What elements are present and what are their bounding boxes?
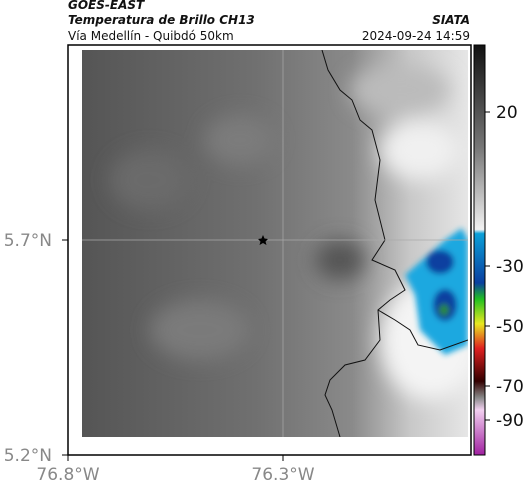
colorbar-tick-label: -30 [496, 257, 524, 277]
colorbar [473, 44, 486, 456]
lat-label: 5.7°N [4, 231, 52, 251]
colorbar-tick-label: -50 [496, 317, 524, 337]
colorbar-tick-label: -90 [496, 411, 524, 431]
map-frame [67, 44, 472, 456]
timestamp: 2024-09-24 14:59 [362, 29, 470, 43]
lon-label: 76.8°W [36, 465, 99, 485]
colorbar-tick-label: -70 [496, 377, 524, 397]
source: SIATA [432, 13, 470, 27]
lat-label: 5.2°N [4, 446, 52, 466]
route: Vía Medellín - Quibdó 50km [68, 29, 234, 43]
title: GOES-EAST [68, 0, 145, 12]
satellite-image [82, 50, 468, 437]
subtitle: Temperatura de Brillo CH13 [68, 13, 255, 27]
colorbar-tick-label: 20 [496, 103, 518, 123]
location-star [258, 235, 268, 245]
lon-label: 76.3°W [251, 465, 314, 485]
